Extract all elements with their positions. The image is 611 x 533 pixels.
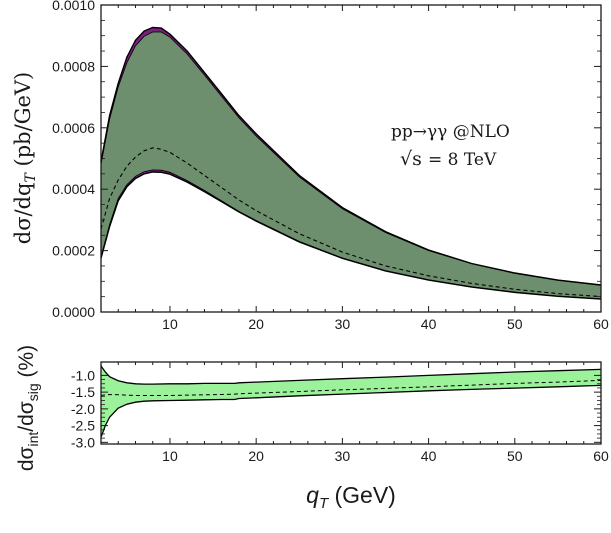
series-ratio-upper [100,365,602,385]
y-tick-label: 0.0000 [52,304,95,320]
top-ylabel-main: dσ/dq [11,182,35,244]
energy-annotation: = 8 TeV [428,150,497,170]
x-tick-label: 10 [162,448,178,464]
top-plot-area [100,26,602,300]
top-panel: 10 20 30 40 50 60 0.00000.00020.00040.00060.0… [11,0,609,332]
bottom-ylabel-den: /dσ [15,401,38,432]
bottom-plot-area [100,365,602,438]
y-tick-label: 0.0010 [52,0,95,13]
bottom-ylabel-den-sub: sig [25,383,41,401]
y-tick-label: 0.0002 [52,243,95,259]
bottom-ylabel-num-sub: int [25,432,41,447]
ratio-uncertainty-band [101,366,601,438]
bottom-y-ticks: -1.0-1.5-2.0-2.5-3.0 [71,367,601,450]
series-inner-upper [100,31,602,286]
top-ylabel-unit: (pb/GeV) [11,72,35,173]
y-tick-label: 0.0008 [52,58,95,74]
top-y-axis-label: dσ/dqT (pb/GeV) [11,72,39,244]
x-tick-label: 10 [162,316,178,332]
bottom-panel: 10 20 30 40 50 60 -1.0-1.5-2.0-2.5-3.0 dσint/… [15,345,609,512]
x-tick-label: 60 [593,448,609,464]
y-tick-label: -2.0 [71,401,95,417]
series-ratio-central [100,379,602,396]
bottom-xlabel-unit: (GeV) [328,482,396,508]
x-tick-label: 30 [335,448,351,464]
x-tick-label: 60 [593,316,609,332]
x-tick-label: 20 [248,316,264,332]
bottom-x-axis-label: qT (GeV) [306,482,396,512]
series-outer-lower [100,171,602,300]
inner-uncertainty-band [101,32,601,299]
x-tick-label: 40 [421,448,437,464]
y-tick-label: -1.0 [71,367,95,383]
y-tick-label: 0.0004 [52,181,95,197]
y-tick-label: -2.5 [71,418,95,434]
series-central [100,147,602,298]
top-y-ticks: 0.0000 0.0002 0.0004 0.0006 0.0008 0.0010 [52,0,601,320]
x-tick-label: 50 [507,316,523,332]
x-tick-label: 50 [507,448,523,464]
bottom-ylabel-num: dσ [15,446,38,471]
bottom-y-axis-label: dσint/dσsig (%) [15,345,41,471]
bottom-xlabel-sub: T [319,495,330,512]
x-tick-label: 40 [421,316,437,332]
series-outer-upper [100,26,602,286]
top-x-ticks: 10 20 30 40 50 60 [100,5,609,332]
x-tick-label: 20 [248,448,264,464]
x-tick-label: 30 [335,316,351,332]
bottom-ylabel-unit: (%) [15,345,38,384]
top-ylabel-sub: T [23,171,39,182]
y-tick-label: 0.0006 [52,120,95,136]
series-ratio-lower [100,384,602,438]
process-annotation: pp→γγ @NLO [391,122,510,142]
y-tick-label: -1.5 [71,384,95,400]
bottom-frame [100,361,602,445]
y-tick-label: -3.0 [71,434,95,450]
sqrt-s-symbol: √s [400,148,422,170]
bottom-x-ticks: 10 20 30 40 50 60 [100,362,609,464]
bottom-xlabel-main: q [306,482,319,508]
